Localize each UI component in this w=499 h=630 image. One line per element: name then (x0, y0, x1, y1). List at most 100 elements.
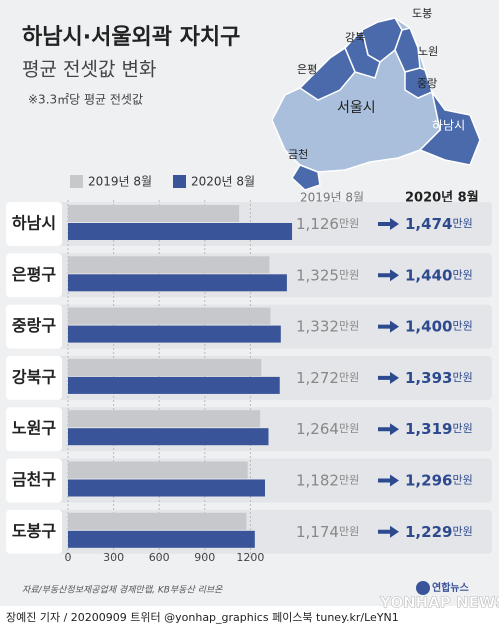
bar (68, 256, 270, 274)
category-box (6, 458, 62, 503)
value-unit: 만원 (452, 422, 472, 435)
value-number: 1,474 (405, 215, 452, 233)
arrow (378, 423, 399, 436)
value-label: 1,332만원 (296, 317, 359, 335)
value-label: 1,474만원 (405, 215, 473, 233)
bar (68, 358, 262, 376)
legend-swatch (173, 175, 186, 188)
value-number: 1,264 (296, 420, 339, 438)
value-label: 1,296만원 (405, 471, 473, 489)
map-label: 은평 (297, 63, 317, 76)
value-number: 1,296 (405, 471, 452, 489)
arrow (378, 525, 399, 538)
value-label: 1,440만원 (405, 266, 473, 284)
bar (68, 410, 261, 428)
title: 하남시·서울외곽 자치구 (22, 25, 240, 50)
value-number: 1,400 (405, 317, 452, 335)
x-tick-label: 900 (194, 551, 215, 564)
value-label: 1,272만원 (296, 368, 359, 386)
value-label: 1,325만원 (296, 266, 359, 284)
bar (68, 307, 271, 325)
map-label: 서울시 (337, 100, 376, 116)
category-label: 하남시 (12, 214, 56, 233)
value-unit: 만원 (452, 371, 472, 384)
value-number: 1,174 (296, 522, 339, 540)
subtitle: 평균 전셋값 변화 (22, 59, 156, 81)
logo-icon (416, 581, 430, 595)
category-label: 강북구 (12, 367, 56, 386)
value-number: 1,126 (296, 215, 339, 233)
bar (68, 461, 248, 479)
value-unit: 만원 (339, 422, 359, 435)
category-label: 은평구 (12, 265, 56, 284)
category-box (6, 355, 62, 400)
category-label: 중랑구 (12, 316, 56, 335)
bar (68, 223, 293, 240)
value-unit: 만원 (452, 217, 472, 230)
credit: 장예진 기자 / 20200909 트위터 @yonhap_graphics 페… (6, 611, 399, 624)
value-number: 1,332 (296, 317, 339, 335)
value-number: 1,393 (405, 368, 452, 386)
value-unit: 만원 (339, 320, 359, 333)
value-number: 1,182 (296, 471, 339, 489)
legend-label: 2019년 8월 (88, 175, 152, 189)
value-unit: 만원 (452, 474, 472, 487)
x-tick-label: 1200 (236, 551, 264, 564)
map-label: 노원 (418, 45, 438, 58)
logo-en: YONHAP NEWS (379, 594, 499, 612)
category-box (6, 202, 62, 246)
value-unit: 만원 (339, 268, 359, 281)
legend-swatch (70, 175, 83, 188)
category-box (6, 253, 62, 298)
category-box (6, 407, 62, 452)
bar (68, 376, 280, 394)
bar (68, 274, 287, 292)
map-label: 하남시 (432, 119, 465, 133)
logo: 연합뉴스 (432, 581, 469, 594)
value-label: 1,126만원 (296, 215, 359, 233)
arrow (378, 320, 399, 333)
value-number: 1,325 (296, 266, 339, 284)
bar (68, 428, 269, 446)
x-tick-label: 300 (103, 551, 124, 564)
category-box (6, 304, 62, 349)
column-header: 2019년 8월 (300, 191, 364, 205)
value-label: 1,393만원 (405, 368, 473, 386)
value-label: 1,182만원 (296, 471, 359, 489)
value-unit: 만원 (339, 371, 359, 384)
map-label: 도봉 (412, 7, 432, 20)
value-number: 1,319 (405, 420, 452, 438)
category-label: 노원구 (12, 419, 56, 438)
map-label: 중랑 (417, 77, 437, 90)
arrow (378, 218, 399, 230)
map-label: 강북 (345, 31, 365, 44)
value-number: 1,229 (405, 522, 452, 540)
column-header: 2020년 8월 (405, 190, 479, 206)
map-label: 금천 (288, 147, 308, 161)
note: ※3.3㎡당 평균 전셋값 (28, 93, 143, 107)
bar (68, 205, 240, 222)
value-number: 1,272 (296, 368, 339, 386)
bar (68, 325, 281, 343)
bar (68, 512, 247, 530)
category-box (6, 509, 62, 554)
arrow (378, 474, 399, 487)
credit-bar (0, 606, 499, 630)
arrow (378, 269, 399, 282)
value-unit: 만원 (452, 320, 472, 333)
legend-label: 2020년 8월 (191, 175, 255, 189)
category-label: 금천구 (12, 470, 56, 489)
bar (68, 530, 255, 548)
category-label: 도봉구 (12, 521, 56, 540)
x-tick-label: 600 (149, 551, 170, 564)
value-label: 1,264만원 (296, 420, 359, 438)
value-label: 1,174만원 (296, 522, 359, 540)
source: 자료/부동산정보제공업체 경제만랩, KB부동산 리브온 (22, 585, 223, 596)
value-unit: 만원 (452, 525, 472, 538)
x-tick-label: 0 (65, 551, 72, 564)
value-unit: 만원 (339, 474, 359, 487)
value-label: 1,400만원 (405, 317, 473, 335)
arrow (378, 371, 399, 384)
value-unit: 만원 (339, 217, 359, 230)
